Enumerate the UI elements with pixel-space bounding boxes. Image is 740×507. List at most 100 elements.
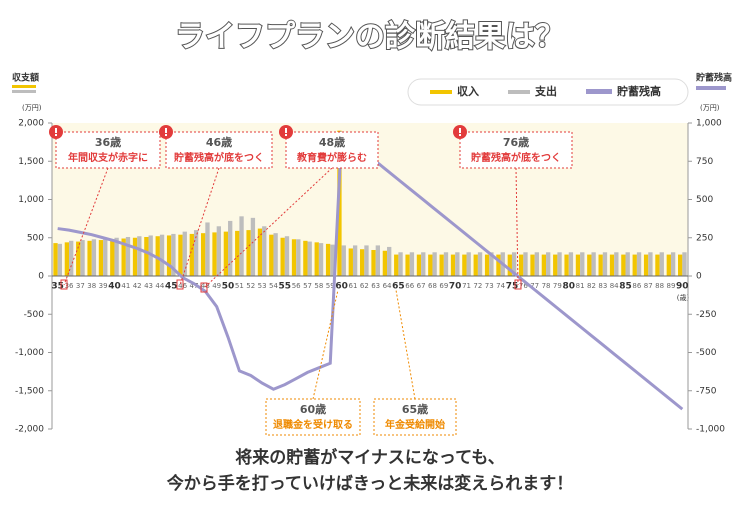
x-tick-label: 44 <box>155 282 164 290</box>
legend <box>407 78 689 106</box>
annotation-box <box>165 131 273 169</box>
y2-tick-label: -1,000 <box>696 425 725 435</box>
chart-title: ライフプランの診断結果は？ <box>175 20 565 55</box>
bar <box>421 252 426 276</box>
x-tick-label: 52 <box>246 282 255 290</box>
annotation-box <box>265 398 361 436</box>
x-tick-label: 71 <box>462 282 471 290</box>
y-tick-label: 1,500 <box>18 157 44 167</box>
x-tick-label: 58 <box>314 282 323 290</box>
x-tick-label: 70 <box>449 282 462 292</box>
y-tick-label: 500 <box>27 233 44 243</box>
legend-label: 支出 <box>534 84 557 98</box>
y2-tick-label: 1,000 <box>696 119 722 129</box>
legend-label: 貯蓄残高 <box>617 84 661 98</box>
annotation-text: 教育費が膨らむ <box>296 151 367 164</box>
bar <box>591 252 596 276</box>
bar <box>557 252 562 276</box>
bar <box>534 252 539 276</box>
y-axis-swatch <box>12 90 36 93</box>
bar <box>564 254 569 276</box>
annotation-box <box>55 131 161 169</box>
bar <box>568 252 574 276</box>
x-tick-label: 56 <box>292 282 301 290</box>
y-axis-label: 収支額 <box>12 72 39 84</box>
bar <box>76 241 81 276</box>
annotation-connector <box>203 167 333 289</box>
bar <box>178 234 183 276</box>
bar <box>587 254 592 276</box>
bar <box>125 236 131 276</box>
bar <box>205 222 210 276</box>
bar <box>341 245 346 276</box>
y2-axis-unit: (万円) <box>700 104 720 112</box>
annotation-text: 貯蓄残高が底をつく <box>174 151 264 164</box>
bar <box>114 237 119 276</box>
bar <box>443 252 449 276</box>
bar <box>189 233 194 276</box>
bar <box>98 240 104 276</box>
bar <box>371 249 376 276</box>
x-tick-label: 41 <box>121 282 130 290</box>
x-tick-label: 81 <box>576 282 585 290</box>
y2-tick-label: 500 <box>696 195 713 205</box>
y-tick-label: -1,500 <box>15 386 44 396</box>
x-tick-label: 77 <box>530 282 539 290</box>
alert-icon <box>285 134 287 136</box>
x-tick-label: 86 <box>632 282 641 290</box>
bar <box>670 252 676 276</box>
bar <box>246 230 251 276</box>
bar <box>303 240 308 276</box>
bar <box>507 254 512 276</box>
bar <box>678 254 683 276</box>
x-tick-label: 69 <box>439 282 448 290</box>
bar <box>280 237 285 276</box>
x-tick-label: 62 <box>360 282 369 290</box>
bar <box>382 250 388 276</box>
bar <box>659 252 664 276</box>
bar <box>519 254 524 276</box>
bar <box>64 242 70 276</box>
x-tick-label: 61 <box>349 282 358 290</box>
bar <box>348 248 353 276</box>
bar <box>57 243 62 276</box>
bar <box>155 236 160 276</box>
bar <box>318 243 324 276</box>
annotation-box <box>373 398 457 436</box>
x-tick-label: 66 <box>405 282 414 290</box>
bar <box>193 230 199 276</box>
x-tick-label: 43 <box>144 282 153 290</box>
bar <box>496 254 501 276</box>
annotation-label: 36歳 <box>95 135 121 149</box>
bar <box>450 254 456 276</box>
annotation-connector <box>179 167 220 286</box>
x-tick-label: 42 <box>133 282 142 290</box>
bar <box>212 232 217 276</box>
bar <box>53 243 58 276</box>
x-tick-label: 78 <box>542 282 551 290</box>
bar <box>216 226 221 276</box>
y2-tick-label: -500 <box>696 348 717 358</box>
bar <box>325 243 331 276</box>
x-tick-label: 67 <box>417 282 426 290</box>
annotation-marker <box>60 279 68 290</box>
bar <box>523 252 528 276</box>
x-tick-label: 48 <box>201 282 210 290</box>
x-tick-label: 40 <box>108 282 121 292</box>
bar <box>602 252 608 276</box>
bar <box>273 233 278 276</box>
annotation-connector <box>515 167 519 286</box>
bar <box>296 239 301 276</box>
y-tick-label: -1,000 <box>15 348 44 358</box>
y-tick-label: 0 <box>38 272 44 282</box>
alert-icon <box>55 128 57 133</box>
bar <box>648 252 653 276</box>
annotation-label: 60歳 <box>300 402 326 416</box>
x-tick-label: 72 <box>473 282 482 290</box>
x-tick-label: 90 <box>676 282 689 292</box>
bar <box>182 231 187 276</box>
y-tick-label: -2,000 <box>15 425 44 435</box>
x-tick-label: 68 <box>428 282 437 290</box>
x-tick-label: 49 <box>212 282 221 290</box>
bar <box>405 254 410 276</box>
